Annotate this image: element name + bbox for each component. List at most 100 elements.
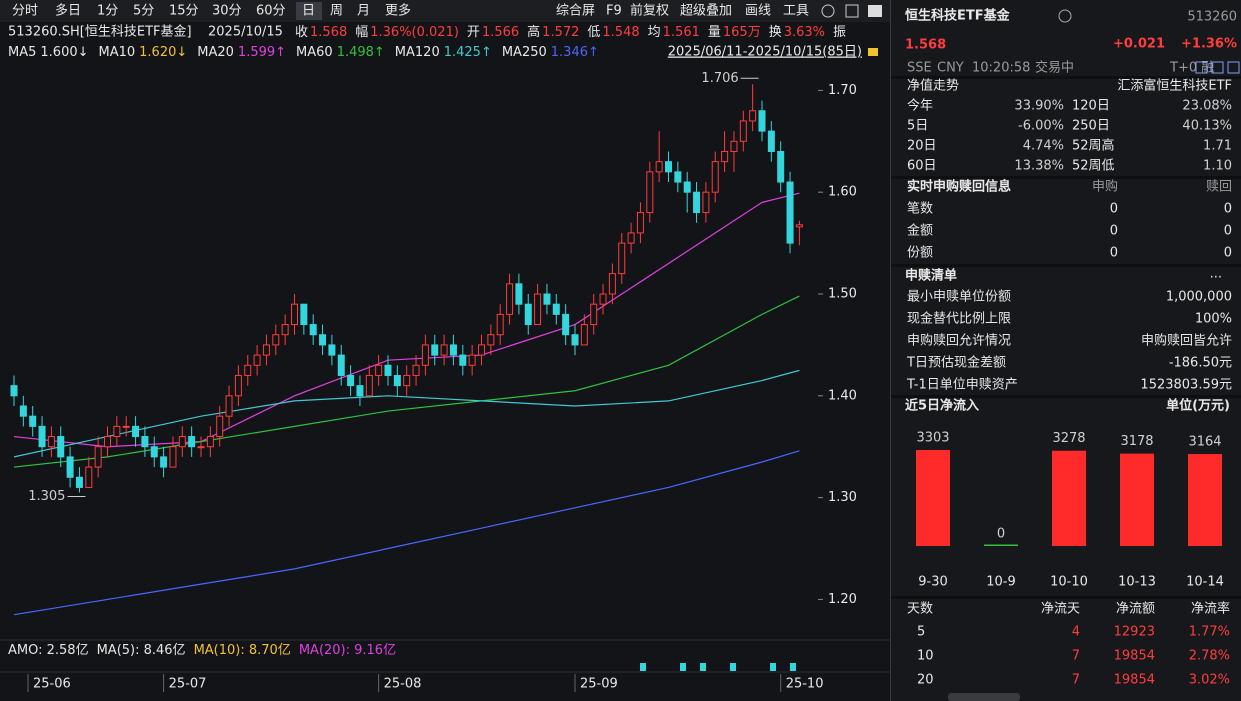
y-tick-label: 1.30 <box>828 490 857 505</box>
scrollbar[interactable] <box>948 693 1020 701</box>
list-value: 1,000,000 <box>1166 290 1232 305</box>
tab[interactable]: 多日 <box>55 3 81 19</box>
candle-body <box>543 293 551 305</box>
tab[interactable]: 周 <box>330 4 343 19</box>
quote-label: 开 <box>467 25 480 40</box>
nav-value: 13.38% <box>1014 159 1064 174</box>
legend-name: MA10 <box>99 45 136 60</box>
quote-value: 1.36%(0.021) <box>370 25 459 40</box>
tool[interactable]: 综合屏 <box>556 4 595 19</box>
quote-value: 3.63% <box>784 25 825 40</box>
section-gap <box>891 395 1241 398</box>
redeem-col: 申购 <box>1092 179 1118 195</box>
candle-body <box>75 476 83 488</box>
legend-name: MA120 <box>395 45 440 60</box>
panel-bg <box>891 0 1241 701</box>
candle-body <box>19 405 27 417</box>
quote-value: 165万 <box>723 25 761 40</box>
nav-label: 今年 <box>907 98 933 114</box>
x-tick-label: 25-07 <box>169 677 207 692</box>
tool[interactable]: 超级叠加 <box>680 4 732 19</box>
tab[interactable]: 更多 <box>385 3 411 19</box>
candle-body <box>599 293 607 305</box>
flow-cell: 12923 <box>1114 625 1155 640</box>
legend-value: 1.620↓ <box>139 45 187 60</box>
flow-cell: 2.78% <box>1189 649 1230 664</box>
flow-category: 10-13 <box>1118 575 1156 590</box>
candle-body <box>300 303 308 326</box>
legend-value: 1.599↑ <box>238 45 286 60</box>
tool[interactable]: 工具 <box>783 4 809 19</box>
tool[interactable]: F9 <box>606 4 622 19</box>
fund-code: 513260 <box>1187 10 1237 25</box>
meta: SSE <box>907 61 932 76</box>
redeem-value: 0 <box>1224 224 1232 239</box>
nav-value: 1.10 <box>1203 159 1232 174</box>
ma-line <box>13 450 800 616</box>
flow-cell: 10 <box>917 649 934 664</box>
x-tick-label: 25-08 <box>384 677 422 692</box>
list-label: 申购赎回允许情况 <box>907 333 1011 349</box>
candle-body <box>693 191 701 214</box>
toolbar-bg <box>0 0 890 22</box>
tab[interactable]: 1分 <box>97 4 118 19</box>
list-title: 申赎清单 <box>905 268 957 284</box>
list-more[interactable]: ... <box>1210 267 1222 282</box>
tool[interactable]: 前复权 <box>630 3 669 19</box>
tab[interactable]: 月 <box>357 4 370 19</box>
legend-value: 1.498↑ <box>337 45 385 60</box>
list-value: -186.50元 <box>1169 356 1232 371</box>
candle-body <box>197 446 205 449</box>
panel-icon <box>1227 61 1240 74</box>
nav-value: 1.71 <box>1203 139 1232 154</box>
y-tick-label: 1.20 <box>828 592 857 607</box>
nav-fund: 汇添富恒生科技ETF <box>1117 78 1232 94</box>
quote-items: 收 1.568 幅 1.36%(0.021) 开 1.566 高 1.572 低 1.548 均 1.… <box>295 24 846 40</box>
redeem-value: 0 <box>1224 202 1232 217</box>
legend-value: 1.600↓ <box>40 45 88 60</box>
quote-label: 幅 <box>355 25 368 40</box>
icon[interactable] <box>845 4 859 18</box>
nav-label: 52周低 <box>1072 159 1115 174</box>
nav-value: 40.13% <box>1182 119 1232 134</box>
candle-body <box>786 181 794 244</box>
candle-body <box>104 436 111 448</box>
flow-cell: 1.77% <box>1189 625 1230 640</box>
candle-body <box>608 273 616 295</box>
flow-cell: 4 <box>1072 625 1080 640</box>
list-label: T日预估现金差额 <box>906 355 1006 371</box>
section-gap <box>891 596 1241 599</box>
tab[interactable]: 日 <box>302 4 315 19</box>
icon[interactable] <box>868 5 882 17</box>
nav-label: 52周高 <box>1072 138 1115 154</box>
tab[interactable]: 30分 <box>212 4 242 19</box>
amo-item: MA(10): 8.70亿 <box>194 643 291 658</box>
amo-item: AMO: 2.58亿 <box>8 643 89 658</box>
legend-name: MA60 <box>296 45 333 60</box>
candle-body <box>421 344 429 366</box>
flow-category: 10-9 <box>986 575 1016 590</box>
nav-label: 250日 <box>1072 119 1110 134</box>
nav-value: -6.00% <box>1018 119 1064 134</box>
candle-body <box>711 161 719 193</box>
candle-body <box>506 283 514 315</box>
flow-col: 净流额 <box>1116 602 1155 617</box>
x-tick-label: 25-09 <box>580 677 618 692</box>
candle-body <box>730 140 738 152</box>
tab[interactable]: 5分 <box>133 4 154 19</box>
nav-value: 23.08% <box>1182 99 1232 114</box>
flow-cell: 19854 <box>1114 649 1155 664</box>
tab[interactable]: 分时 <box>12 4 38 19</box>
settings-icon[interactable] <box>821 4 835 18</box>
date: 2025/10/15 <box>208 25 283 40</box>
candle-body <box>674 171 682 183</box>
tab[interactable]: 15分 <box>169 4 199 19</box>
nav-label: 5日 <box>907 119 928 134</box>
flow-value: 3178 <box>1120 434 1153 449</box>
candle-body <box>356 385 364 397</box>
tool[interactable]: 画线 <box>745 4 771 19</box>
tab[interactable]: 60分 <box>256 4 286 19</box>
nav-label: 120日 <box>1072 99 1110 114</box>
